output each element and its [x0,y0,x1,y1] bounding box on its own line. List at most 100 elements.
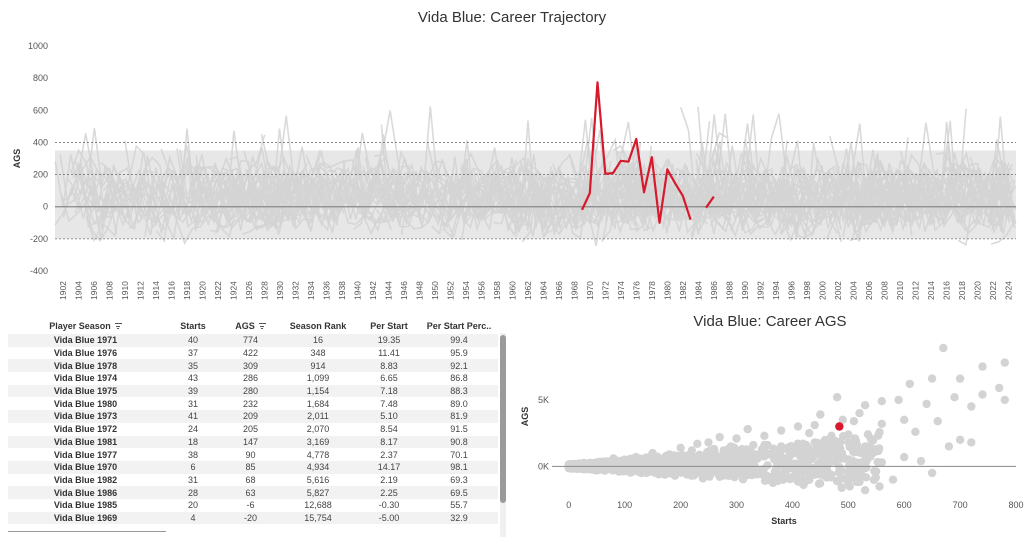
table-row[interactable]: Vida Blue 1973 41 209 2,011 5.10 81.9 [8,410,498,423]
scatter-point[interactable] [676,464,685,474]
scatter-point[interactable] [955,374,965,383]
scatter-point[interactable] [765,475,775,484]
scatter-point[interactable] [637,468,646,478]
scatter-point[interactable] [967,438,976,447]
scatter-point[interactable] [860,401,870,410]
scatter-point[interactable] [827,431,836,440]
scatter-point[interactable] [709,444,719,454]
scatter-point[interactable] [693,439,702,448]
scatter-point[interactable] [737,455,747,464]
table-row[interactable]: Vida Blue 1974 43 286 1,099 6.65 86.8 [8,372,498,385]
scatter-point[interactable] [732,446,741,455]
scatter-point[interactable] [1000,358,1009,367]
scatter-point[interactable] [978,362,987,371]
scatter-point[interactable] [810,438,819,447]
scatter-point[interactable] [866,434,875,443]
vida-blue-career-line[interactable] [581,81,692,224]
scatter-point[interactable] [894,395,903,405]
column-header-per-start-percentile[interactable]: Per Start Perc.. [426,321,492,331]
scatter-point[interactable] [592,466,601,475]
table-row[interactable]: Vida Blue 1972 24 205 2,070 8.54 91.5 [8,423,498,436]
scatter-point[interactable] [810,420,819,430]
scatter-point[interactable] [687,446,696,455]
scatter-point[interactable] [726,458,736,467]
scatter-point[interactable] [743,424,752,434]
scatter-point[interactable] [877,419,886,428]
column-header-ags[interactable]: AGS [223,318,278,334]
scatter-point[interactable] [916,456,926,466]
table-row[interactable]: Vida Blue 1985 20 -6 12,688 -0.30 55.7 [8,499,498,512]
table-row[interactable]: Vida Blue 1975 39 280 1,154 7.18 88.3 [8,384,498,398]
table-row[interactable]: Vida Blue 1981 18 147 3,169 8.17 90.8 [8,435,498,449]
scatter-point[interactable] [760,431,769,440]
scatter-point[interactable] [771,452,780,462]
scatter-point[interactable] [670,471,680,480]
column-header-per-start[interactable]: Per Start [370,321,408,331]
table-row[interactable]: Vida Blue 1980 31 232 1,684 7.48 89.0 [8,397,498,410]
table-row[interactable]: Vida Blue 1986 28 63 5,827 2.25 69.5 [8,486,498,499]
scatter-point[interactable] [648,448,657,458]
scatter-point[interactable] [967,402,976,411]
column-header-starts[interactable]: Starts [180,321,206,331]
scrollbar-thumb[interactable] [500,335,506,503]
scatter-point[interactable] [844,430,853,439]
scatter-point[interactable] [642,459,652,468]
scatter-point[interactable] [900,415,909,424]
scatter-point[interactable] [855,409,864,418]
table-row[interactable]: Vida Blue 1982 31 68 5,616 2.19 69.3 [8,474,498,487]
scatter-point[interactable] [749,464,758,474]
trajectory-chart[interactable]: AGS -400 -200 0 200 400 600 800 1000 1902 1904 1906… [0,0,1024,310]
scatter-point[interactable] [950,393,959,402]
scatter-point[interactable] [704,438,713,447]
scatter-point[interactable] [659,458,668,467]
player-season-table[interactable]: Player Season Starts AGS Season Rank Per… [8,318,508,537]
scatter-point[interactable] [939,343,948,353]
scatter-point[interactable] [877,458,886,467]
scatter-point[interactable] [721,470,730,479]
scatter-point[interactable] [933,417,942,426]
scatter-point[interactable] [614,467,624,476]
scatter-point[interactable] [586,459,596,468]
column-header-season-rank[interactable]: Season Rank [289,321,347,331]
scatter-point[interactable] [900,452,909,462]
scatter-point[interactable] [978,390,987,399]
scatter-point[interactable] [793,422,803,431]
scatter-point[interactable] [905,379,914,389]
scatter-point[interactable] [888,475,898,484]
column-header-player-season[interactable]: Player Season [8,318,163,334]
table-row[interactable]: Vida Blue 1971 40 774 16 19.35 99.4 [8,334,498,347]
scatter-point[interactable] [654,466,663,475]
scatter-point[interactable] [927,374,937,383]
scatter-point[interactable] [676,443,685,452]
scatter-point[interactable] [754,450,763,459]
scatter-point[interactable] [816,470,825,479]
scatter-point[interactable] [832,393,842,402]
table-row[interactable]: Vida Blue 1976 37 422 348 11.41 95.9 [8,347,498,360]
scatter-point[interactable] [816,410,825,419]
vida-blue-career-point[interactable] [835,422,844,431]
scatter-point[interactable] [732,434,741,443]
table-row[interactable]: Vida Blue 1978 35 309 914 8.83 92.1 [8,359,498,373]
scatter-point[interactable] [927,468,937,478]
scatter-point[interactable] [603,463,613,472]
scatter-point[interactable] [827,450,836,459]
scatter-point[interactable] [749,440,758,450]
scatter-point[interactable] [631,452,641,462]
scatter-point[interactable] [995,383,1004,393]
sort-icon[interactable] [258,323,266,330]
scatter-point[interactable] [704,467,713,476]
scatter-point[interactable] [877,397,886,406]
scatter-point[interactable] [715,432,724,442]
vida-blue-career-line[interactable] [705,195,715,209]
scatter-point[interactable] [777,426,786,435]
scatter-point[interactable] [805,428,814,438]
scatter-point[interactable] [626,463,635,472]
scatter-point[interactable] [777,442,786,451]
scatter-point[interactable] [581,464,590,474]
scatter-point[interactable] [709,451,719,460]
scatter-point[interactable] [911,427,920,436]
scatter-point[interactable] [682,456,691,466]
scatter-point[interactable] [955,435,965,444]
scatter-point[interactable] [944,442,954,451]
